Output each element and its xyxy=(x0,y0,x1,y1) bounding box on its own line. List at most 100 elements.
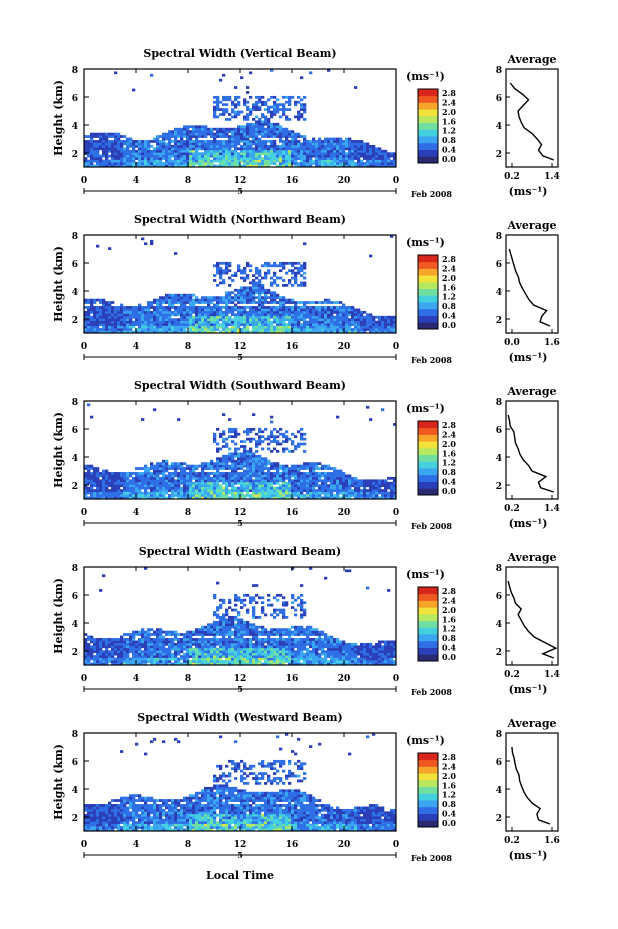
heatmap-cell xyxy=(87,650,91,654)
heatmap-cell xyxy=(165,662,169,666)
heatmap-cell xyxy=(354,318,358,322)
heatmap-cell xyxy=(228,427,232,431)
heatmap-cell xyxy=(276,481,280,485)
heatmap-cell xyxy=(159,308,163,312)
heatmap-cell xyxy=(222,496,226,500)
heatmap-cell xyxy=(273,291,277,295)
heatmap-cell xyxy=(336,152,340,156)
heatmap-cell xyxy=(291,308,295,312)
heatmap-cell xyxy=(162,642,166,646)
heatmap-cell xyxy=(117,489,121,492)
heatmap-cell xyxy=(393,320,397,324)
heatmap-cell xyxy=(357,164,361,168)
heatmap-cell xyxy=(294,261,298,265)
heatmap-cell xyxy=(372,162,376,165)
heatmap-cell xyxy=(195,479,199,483)
heatmap-cell xyxy=(162,491,166,495)
heatmap-cell xyxy=(243,159,247,163)
heatmap-cell xyxy=(255,120,259,124)
heatmap-cell xyxy=(219,325,223,329)
heatmap-cell xyxy=(84,306,88,309)
heatmap-cell xyxy=(84,481,88,485)
heatmap-cell xyxy=(225,154,229,158)
heatmap-cell xyxy=(210,144,214,148)
heatmap-cell xyxy=(261,489,265,492)
heatmap-cell xyxy=(321,467,325,470)
heatmap-cell xyxy=(330,489,334,492)
heatmap-cell xyxy=(357,484,361,488)
heatmap-cell xyxy=(315,306,319,309)
heatmap-cell xyxy=(171,323,175,326)
heatmap-cell xyxy=(297,140,301,143)
x-tick-label: 4 xyxy=(133,176,139,186)
heatmap-cell xyxy=(87,655,91,658)
heatmap-cell xyxy=(153,655,157,658)
heatmap-cell xyxy=(246,125,250,129)
heatmap-cell xyxy=(135,484,139,488)
heatmap-cell xyxy=(285,437,289,441)
heatmap-cell xyxy=(222,330,226,334)
heatmap-cell xyxy=(192,152,196,156)
heatmap-cell xyxy=(231,144,235,148)
heatmap-cell xyxy=(120,303,124,307)
heatmap-cell xyxy=(312,140,316,143)
heatmap-cell xyxy=(348,484,352,488)
heatmap-cell xyxy=(240,130,244,133)
heatmap-cell xyxy=(105,320,109,324)
heatmap-cell xyxy=(213,152,217,156)
heatmap-cell xyxy=(336,476,340,480)
heatmap-cell xyxy=(345,313,349,317)
heatmap-cell xyxy=(174,467,178,470)
heatmap-cell xyxy=(147,628,151,631)
heatmap-cell xyxy=(165,154,169,158)
heatmap-cell xyxy=(111,152,115,156)
heatmap-cell xyxy=(186,318,190,322)
heatmap-cell xyxy=(231,474,235,478)
heatmap-cell xyxy=(288,95,292,99)
heatmap-cell xyxy=(345,481,349,485)
heatmap-cell xyxy=(189,494,193,497)
heatmap-cell xyxy=(267,296,271,299)
heatmap-cell xyxy=(333,149,337,153)
heatmap-cell xyxy=(132,476,136,480)
heatmap-cell xyxy=(306,301,310,304)
heatmap-cell xyxy=(267,494,271,497)
heatmap-cell xyxy=(258,105,262,109)
heatmap-cell xyxy=(87,647,91,651)
heatmap-cell xyxy=(147,303,151,307)
heatmap-cell xyxy=(150,633,154,636)
heatmap-cell xyxy=(351,159,355,163)
heatmap-cell xyxy=(192,298,196,302)
heatmap-cell xyxy=(282,154,286,158)
heatmap-cell xyxy=(315,323,319,326)
heatmap-cell xyxy=(147,635,151,639)
heatmap-cell xyxy=(267,140,271,143)
heatmap-cell xyxy=(108,154,112,158)
heatmap-cell xyxy=(282,147,286,151)
heatmap-cell xyxy=(225,315,229,319)
heatmap-cell xyxy=(246,137,250,141)
heatmap-cell xyxy=(228,459,232,463)
heatmap-cell xyxy=(273,152,277,156)
colorbar-swatch xyxy=(418,421,438,429)
heatmap-cell xyxy=(255,306,259,309)
heatmap-cell xyxy=(135,328,139,331)
heatmap-cell xyxy=(96,157,100,160)
heatmap-cell xyxy=(375,325,379,329)
heatmap-cell xyxy=(384,315,388,319)
heatmap-cell xyxy=(363,318,367,322)
heatmap-cell xyxy=(216,310,220,314)
heatmap-cell xyxy=(243,306,247,309)
heatmap-cell xyxy=(315,159,319,163)
heatmap-cell xyxy=(237,154,241,158)
heatmap-cell xyxy=(255,284,259,287)
heatmap-cell xyxy=(135,315,139,319)
heatmap-cell xyxy=(219,496,223,500)
heatmap-cell xyxy=(231,159,235,163)
heatmap-cell xyxy=(309,476,313,480)
heatmap-cell xyxy=(219,157,223,160)
heatmap-cell xyxy=(186,140,190,143)
heatmap-cell xyxy=(180,491,184,495)
heatmap-cell xyxy=(114,486,118,490)
heatmap-cell xyxy=(102,323,106,326)
